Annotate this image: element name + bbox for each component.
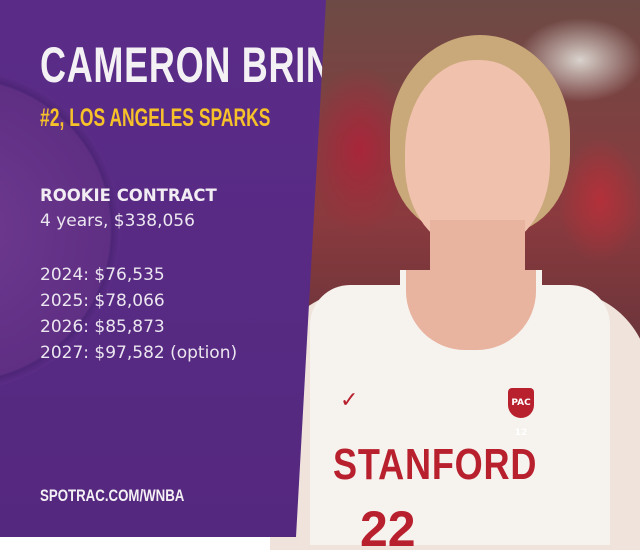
draft-pick-team: #2, LOS ANGELES SPARKS [40,104,271,132]
pac12-logo: PAC 12 [508,388,534,438]
info-panel: CAMERON BRINK #2, LOS ANGELES SPARKS ROO… [0,0,326,537]
jersey-number: 22 [360,501,416,557]
contract-year: 2025: $78,066 [40,291,165,311]
photo-face [405,60,550,250]
contract-year: 2027: $97,582 (option) [40,343,238,363]
source-site: SPOTRAC.COM/WNBA [40,486,185,505]
contract-summary: 4 years, $338,056 [40,211,195,231]
player-name: CAMERON BRINK [40,37,360,93]
contract-year: 2024: $76,535 [40,265,165,285]
contract-year: 2026: $85,873 [40,317,165,337]
jersey-text: STANFORD [333,440,538,489]
nike-swoosh-icon: ✓ [340,388,359,413]
contract-heading: ROOKIE CONTRACT [40,186,217,205]
